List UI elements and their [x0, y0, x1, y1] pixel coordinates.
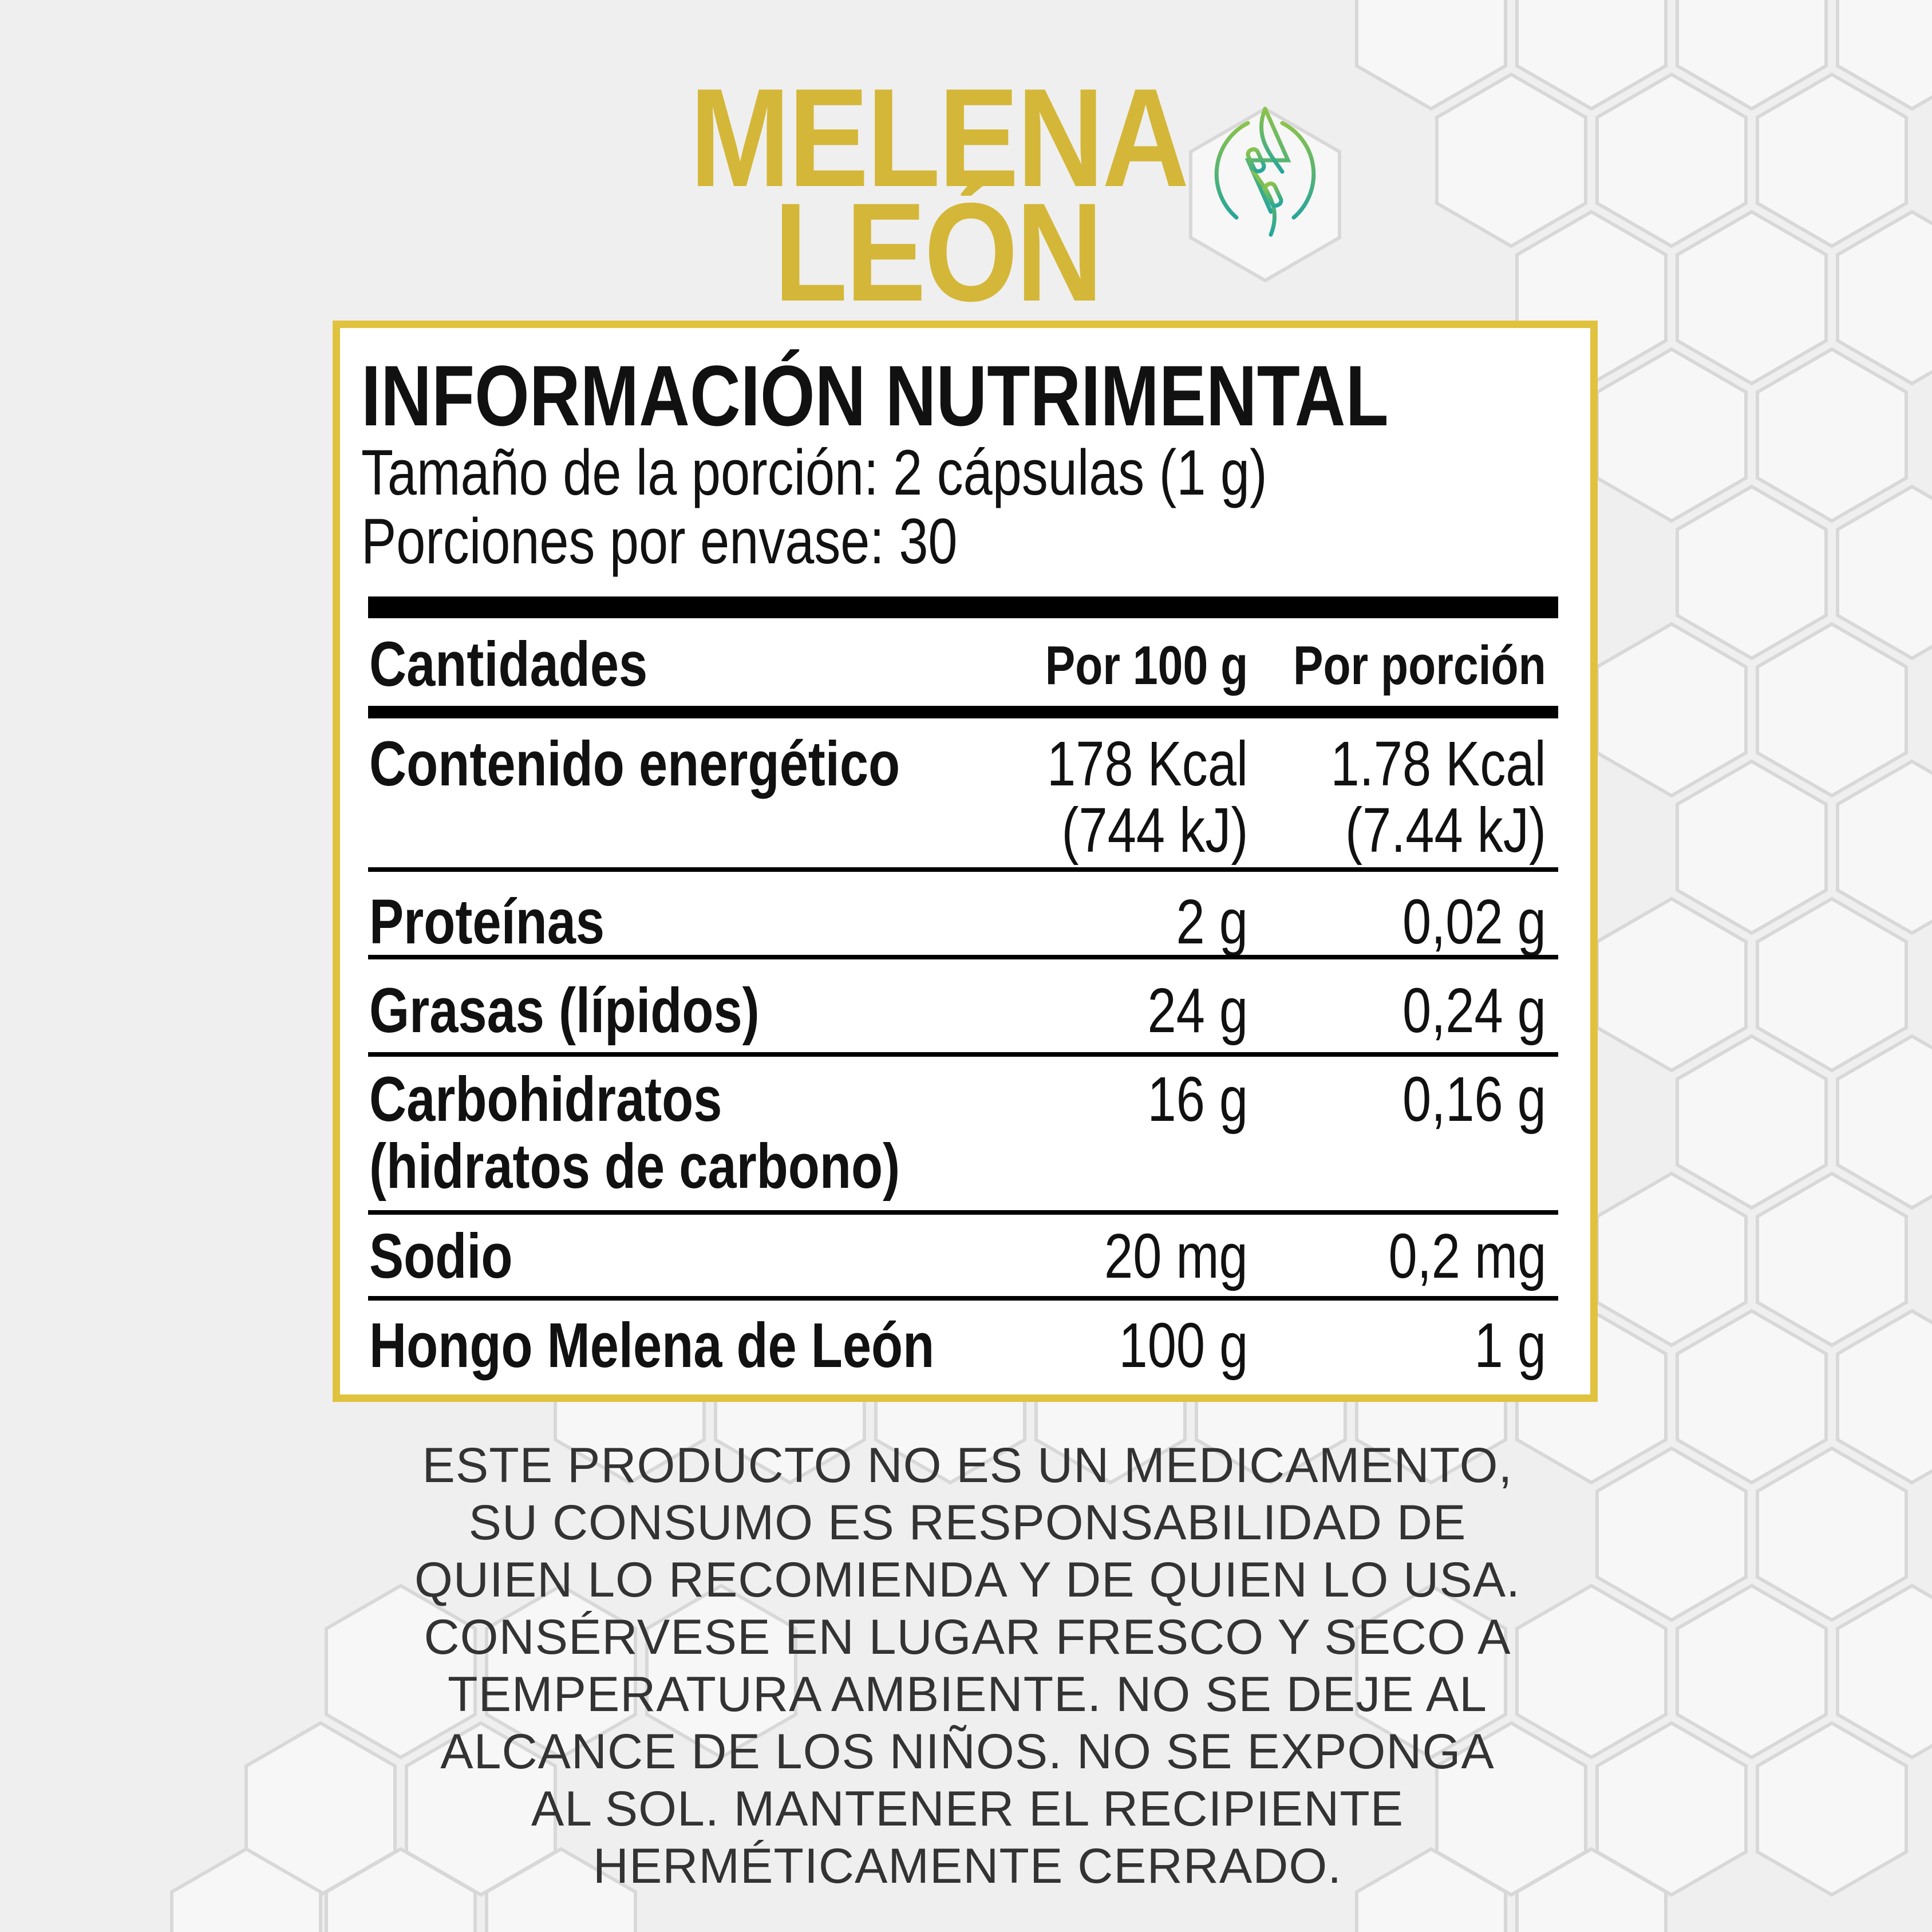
row-label: Carbohidratos — [369, 1064, 722, 1135]
row-divider — [368, 867, 1558, 872]
leaf-n-logo-icon — [1214, 106, 1316, 237]
row-value-per-serving: 1.78 Kcal — [1330, 729, 1546, 799]
disclaimer-line: QUIEN LO RECOMIENDA Y DE QUIEN LO USA. — [414, 1552, 1521, 1607]
row-value-per-serving: 0,16 g — [1402, 1064, 1546, 1135]
disclaimer-text: ESTE PRODUCTO NO ES UN MEDICAMENTO, SU C… — [286, 1437, 1649, 1895]
disclaimer-line: SU CONSUMO ES RESPONSABILIDAD DE — [468, 1495, 1467, 1550]
disclaimer-line: TEMPERATURA AMBIENTE. NO SE DEJE AL — [448, 1667, 1487, 1722]
product-title-line2: LEÓN — [774, 173, 1103, 330]
row-value-per-100g-kj: (744 kJ) — [1061, 795, 1248, 866]
row-value-per-serving-kj: (7.44 kJ) — [1345, 795, 1546, 866]
row-label: Contenido energético — [369, 729, 900, 799]
table-row: Carbohidratos — [369, 1066, 800, 1133]
row-value-per-100g: 100 g — [1119, 1310, 1248, 1381]
row-value-per-100g: 16 g — [1147, 1064, 1248, 1135]
row-value-per-100g: 2 g — [1176, 887, 1248, 957]
row-value-per-serving: 0,2 mg — [1388, 1221, 1546, 1291]
servings-per-container: Porciones por envase: 30 — [361, 505, 958, 577]
row-label: Grasas (lípidos) — [369, 975, 760, 1046]
row-value-per-100g: 20 mg — [1104, 1221, 1248, 1291]
row-divider — [368, 1052, 1558, 1057]
table-row: Contenido energético — [369, 729, 1017, 799]
row-divider — [368, 1210, 1558, 1215]
serving-size: Tamaño de la porción: 2 cápsulas (1 g) — [361, 437, 1267, 508]
disclaimer-line: ESTE PRODUCTO NO ES UN MEDICAMENTO, — [422, 1438, 1513, 1493]
table-row: Sodio — [369, 1223, 544, 1290]
header-divider — [368, 706, 1558, 718]
row-label: Proteínas — [369, 887, 605, 957]
row-value-per-100g: 24 g — [1147, 975, 1248, 1046]
row-value-per-100g: 178 Kcal — [1046, 729, 1248, 799]
disclaimer-line: HERMÉTICAMENTE CERRADO. — [592, 1839, 1342, 1894]
disclaimer-line: AL SOL. MANTENER EL RECIPIENTE — [531, 1781, 1404, 1836]
table-row: Proteínas — [369, 887, 656, 957]
row-label: Hongo Melena de León — [369, 1310, 935, 1381]
disclaimer-line: ALCANCE DE LOS NIÑOS. NO SE EXPONGA — [440, 1724, 1495, 1779]
column-header-per-100g: Por 100 g — [1045, 635, 1248, 696]
table-row: Grasas (lípidos) — [369, 975, 845, 1046]
row-label: Sodio — [369, 1221, 513, 1291]
product-title-line1: MELENA — [690, 59, 1189, 216]
row-divider — [368, 955, 1558, 959]
nutrition-heading: INFORMACIÓN NUTRIMENTAL — [361, 347, 1389, 444]
row-value-per-serving: 0,24 g — [1402, 975, 1546, 1046]
column-header-amounts: Cantidades — [369, 629, 648, 700]
row-divider — [368, 1296, 1558, 1301]
thick-divider — [368, 596, 1558, 618]
disclaimer-line: CONSÉRVESE EN LUGAR FRESCO Y SECO A — [424, 1610, 1511, 1665]
row-value-per-serving: 1 g — [1474, 1310, 1546, 1381]
row-value-per-serving: 0,02 g — [1402, 887, 1546, 957]
row-label-line2: (hidratos de carbono) — [369, 1131, 900, 1202]
column-header-per-serving: Por porción — [1293, 635, 1546, 696]
table-row: Hongo Melena de León — [369, 1310, 1058, 1381]
nutrition-facts-panel — [333, 321, 1598, 1402]
